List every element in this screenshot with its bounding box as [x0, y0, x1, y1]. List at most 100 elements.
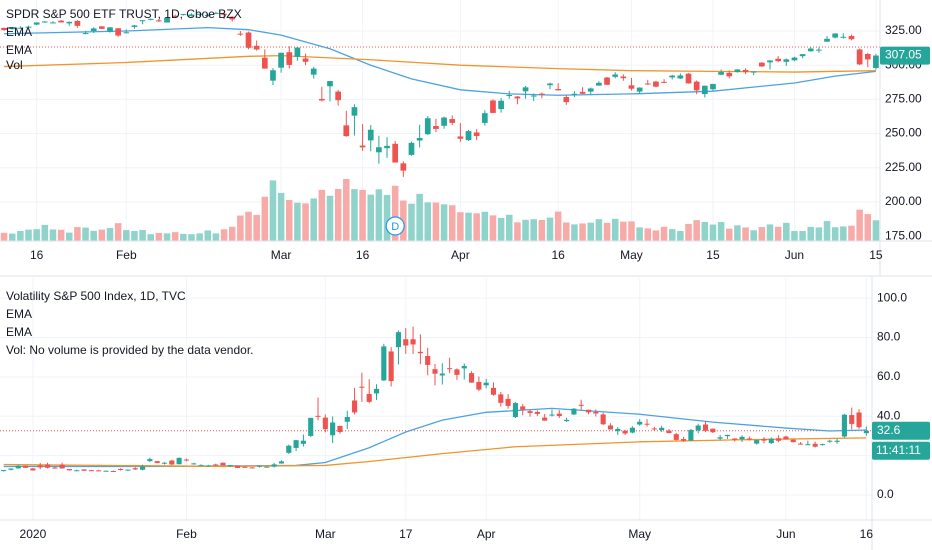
- candle-body: [644, 423, 650, 425]
- candle-body: [587, 88, 594, 92]
- candle-body: [761, 439, 767, 441]
- candle-body: [293, 440, 299, 448]
- candle-body: [840, 36, 847, 38]
- volume-bar: [49, 229, 57, 241]
- candle-body: [542, 417, 548, 421]
- candle-body: [629, 427, 635, 433]
- candle-body: [659, 427, 665, 431]
- candle-body: [571, 408, 577, 415]
- candle-body: [131, 25, 138, 27]
- candle-body: [132, 468, 138, 470]
- volume-bar: [155, 232, 163, 241]
- candle-body: [498, 394, 504, 403]
- candle-body: [154, 461, 160, 463]
- candle-body: [685, 73, 692, 84]
- volume-bar: [66, 232, 73, 241]
- candle-body: [432, 369, 438, 374]
- candle-body: [188, 14, 195, 17]
- mark-layer: [0, 11, 880, 472]
- volume-bar: [57, 229, 65, 241]
- volume-bar: [163, 233, 171, 241]
- candle-body: [384, 145, 390, 149]
- candle-body: [25, 26, 32, 28]
- legend-entry: EMA: [6, 307, 32, 321]
- candle-body: [666, 430, 672, 434]
- x-tick-label: Feb: [176, 527, 197, 541]
- volume-bar: [848, 225, 855, 241]
- candle-body: [242, 466, 248, 468]
- volume-bar: [506, 214, 513, 241]
- candle-body: [220, 462, 226, 466]
- candle-body: [681, 439, 687, 441]
- candle-body: [417, 351, 423, 354]
- candle-body: [286, 52, 293, 65]
- x-tick-label: Apr: [451, 248, 470, 262]
- volume-bar: [514, 222, 521, 241]
- volume-bar: [204, 230, 212, 241]
- candle-body: [367, 129, 374, 141]
- volume-bar: [538, 219, 546, 241]
- dividend-marker: [385, 216, 405, 236]
- volume-bar: [717, 222, 725, 241]
- candle-body: [319, 98, 325, 101]
- candle-body: [271, 464, 277, 467]
- volume-bar: [351, 189, 358, 241]
- candle-body: [425, 355, 431, 365]
- x-tick-label: 16: [551, 248, 565, 262]
- candle-body: [768, 438, 774, 444]
- legend-entry: EMA: [6, 43, 32, 57]
- volume-bar: [171, 232, 179, 241]
- volume-bar: [359, 189, 366, 241]
- candle-body: [388, 351, 394, 382]
- candle-body: [476, 381, 482, 390]
- volume-bar: [196, 233, 203, 241]
- text-layer: 175.00200.00225.00250.00275.00300.00325.…: [6, 7, 930, 541]
- volume-bar: [106, 228, 114, 241]
- candle-body: [139, 20, 146, 22]
- volume-bar: [734, 225, 741, 241]
- candle-body: [746, 438, 752, 440]
- candle-body: [330, 422, 336, 436]
- candle-body: [701, 85, 708, 95]
- candle-body: [750, 71, 757, 73]
- candle-body: [799, 54, 806, 57]
- candle-body: [235, 465, 241, 468]
- candle-body: [172, 15, 179, 17]
- candle-body: [52, 467, 58, 469]
- candle-body: [776, 438, 782, 441]
- candle-body: [596, 82, 602, 86]
- volume-bar: [383, 194, 391, 241]
- volume-bar: [326, 195, 334, 241]
- candle-body: [256, 465, 263, 467]
- candle-body: [468, 373, 475, 383]
- candle-body: [449, 119, 456, 123]
- volume-bar: [400, 200, 407, 241]
- candle-body: [344, 416, 350, 422]
- candle-body: [88, 470, 94, 472]
- volume-bar: [147, 234, 154, 241]
- volume-bar: [220, 229, 228, 241]
- candle-body: [308, 417, 314, 436]
- volume-bar: [139, 229, 146, 241]
- volume-bar: [473, 213, 480, 241]
- candle-body: [237, 33, 244, 35]
- candle-body: [327, 81, 333, 87]
- volume-bar: [587, 222, 594, 241]
- volume-bar: [685, 223, 692, 241]
- candle-body: [74, 20, 81, 26]
- volume-bar: [180, 233, 187, 241]
- candle-body: [180, 14, 187, 16]
- ema-line: [4, 26, 877, 96]
- candle-body: [9, 27, 16, 30]
- candle-body: [441, 117, 447, 126]
- volume-bar: [823, 221, 831, 241]
- candle-body: [527, 411, 533, 413]
- x-tick-label: 15: [706, 248, 720, 262]
- legend-entry: EMA: [6, 325, 32, 339]
- candle-body: [359, 386, 365, 388]
- candle-body: [710, 428, 716, 433]
- x-tick-label: Mar: [315, 527, 336, 541]
- candle-body: [343, 125, 350, 137]
- volume-bar: [82, 227, 89, 241]
